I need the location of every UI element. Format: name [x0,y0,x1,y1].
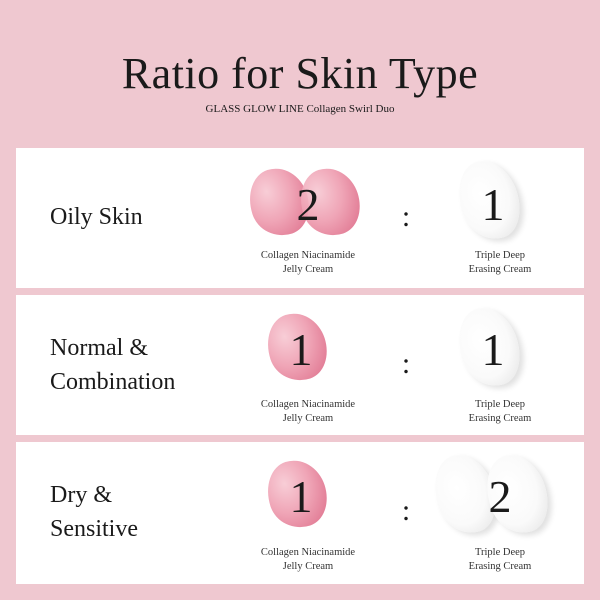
label-line: Jelly Cream [282,264,334,275]
label-line: Collagen Niacinamide [260,547,356,558]
label-line: Triple Deep [474,547,526,558]
ratio-row-oily: Oily Skin 2 : 1 Collagen Niacinamide Jell… [16,148,584,288]
label-line: Erasing Cream [468,264,532,275]
label-line: Erasing Cream [468,561,532,572]
skin-type-label: Dry & Sensitive [50,478,138,546]
skin-type-line: Dry & [50,482,112,508]
page-subtitle: GLASS GLOW LINE Collagen Swirl Duo [205,103,395,115]
jelly-ratio: 2 [296,179,320,230]
ratio-separator: : [401,347,411,380]
jelly-ratio: 1 [289,324,313,375]
cream-ratio: 1 [481,324,505,375]
label-line: Triple Deep [474,399,526,410]
ratio-row-normal-combination: Normal & Combination 1 : 1 Collagen Niaci… [16,295,584,435]
page-title: Ratio for Skin Type [121,49,479,98]
skin-type-label: Normal & Combination [50,331,175,399]
skin-type-line: Combination [50,369,176,395]
label-line: Triple Deep [474,250,526,261]
jelly-product-label: Collagen Niacinamide Jelly Cream [238,546,378,574]
skin-type-line: Oily Skin [50,204,143,230]
cream-product-label: Triple Deep Erasing Cream [430,398,570,426]
skin-type-line: Normal & [50,335,148,361]
jelly-product-label: Collagen Niacinamide Jelly Cream [238,249,378,277]
jelly-product-label: Collagen Niacinamide Jelly Cream [238,398,378,426]
cream-ratio: 2 [488,471,512,522]
label-line: Jelly Cream [282,561,334,572]
cream-product-label: Triple Deep Erasing Cream [430,249,570,277]
ratio-row-dry-sensitive: Dry & Sensitive 1 : 2 Collagen Niacinamid… [16,442,584,584]
label-line: Collagen Niacinamide [260,250,356,261]
cream-ratio: 1 [481,179,505,230]
jelly-ratio: 1 [289,471,313,522]
ratio-separator: : [401,200,411,233]
ratio-separator: : [401,494,411,527]
label-line: Collagen Niacinamide [260,399,356,410]
label-line: Jelly Cream [282,413,334,424]
label-line: Erasing Cream [468,413,532,424]
skin-type-label: Oily Skin [50,200,143,234]
cream-product-label: Triple Deep Erasing Cream [430,546,570,574]
skin-type-line: Sensitive [50,516,138,542]
